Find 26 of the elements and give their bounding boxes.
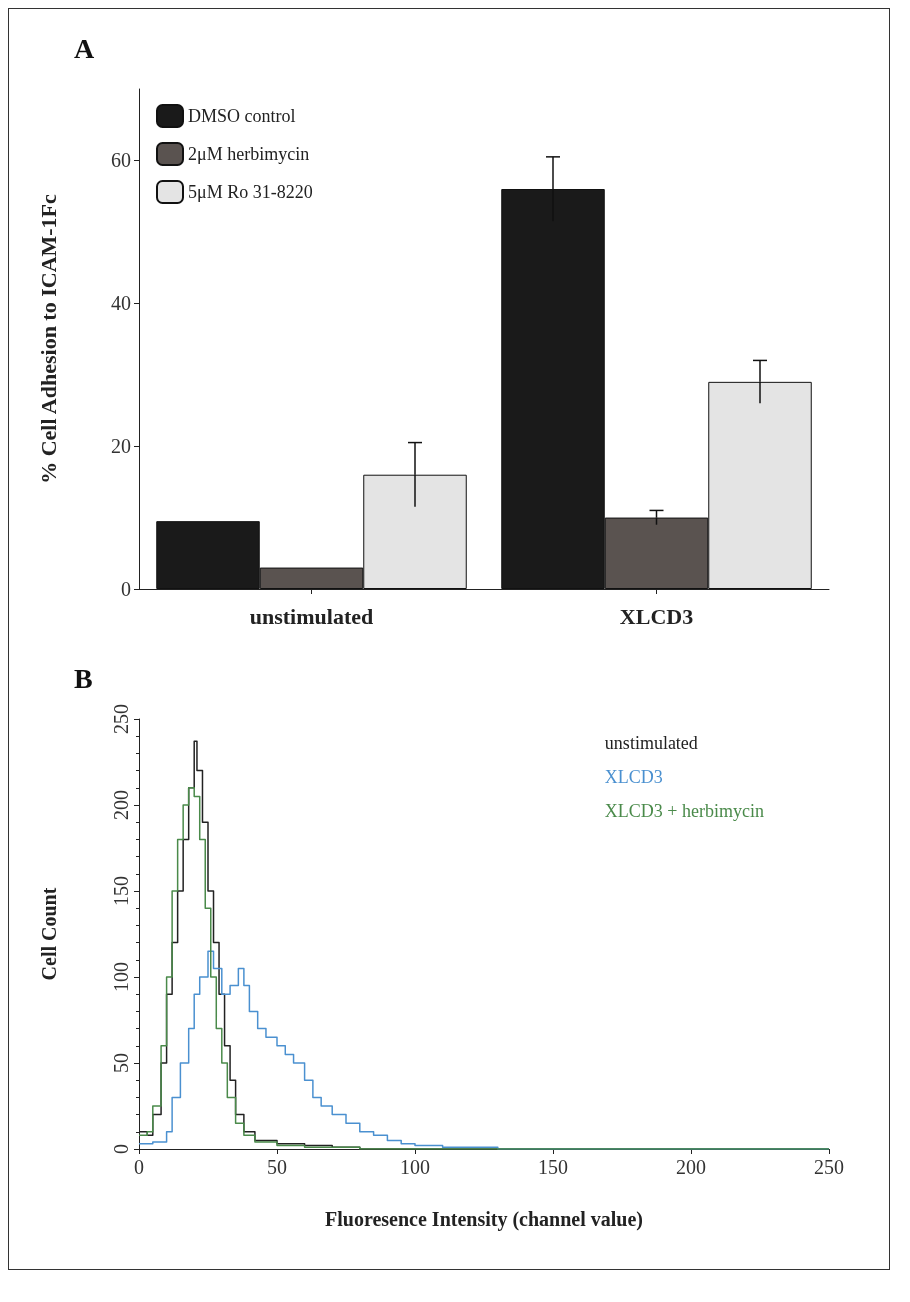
chart-title: A xyxy=(74,32,95,64)
x-tick-label: 200 xyxy=(676,1156,706,1178)
y-tick-label: 200 xyxy=(110,790,132,820)
y-axis-title: Cell Count xyxy=(38,887,60,981)
y-tick-label: 0 xyxy=(110,1144,132,1154)
y-tick-label: 100 xyxy=(110,962,132,992)
x-tick-label: 250 xyxy=(814,1156,844,1178)
text: XLCD3 + herbimycin xyxy=(604,801,765,821)
text: XLCD3 xyxy=(604,767,663,787)
x-tick-label: 50 xyxy=(267,1156,287,1178)
legend-label: 5μM Ro 31-8220 xyxy=(188,182,313,202)
y-tick-label: 0 xyxy=(121,578,131,600)
y-tick-label: 150 xyxy=(110,876,132,906)
y-tick-label: 40 xyxy=(111,292,131,315)
y-tick-label: 20 xyxy=(111,435,131,458)
y-axis-title: % Cell Adhesion to ICAM-1Fc xyxy=(35,193,61,484)
y-tick-label: 60 xyxy=(111,149,131,172)
chart-title: B xyxy=(74,662,93,694)
text: unstimulated xyxy=(604,733,698,753)
x-axis-title: Fluoresence Intensity (channel value) xyxy=(325,1208,643,1231)
y-tick-label: 250 xyxy=(110,704,132,734)
y-tick-label: 50 xyxy=(110,1053,132,1073)
x-tick-label: 150 xyxy=(538,1156,568,1178)
legend-label: DMSO control xyxy=(188,106,296,126)
x-tick-label: 100 xyxy=(400,1156,430,1178)
legend-label: 2μM herbimycin xyxy=(188,144,310,164)
